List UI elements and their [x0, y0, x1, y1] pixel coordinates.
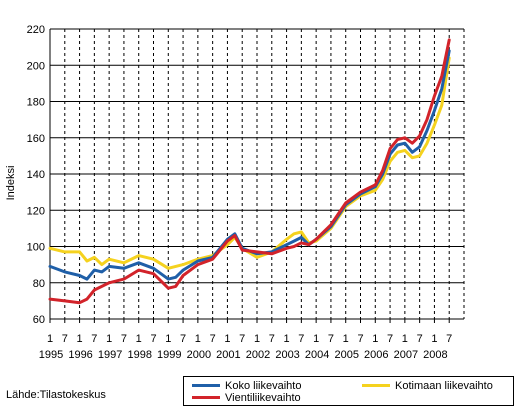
- y-tick-label: 60: [33, 314, 45, 326]
- x-month-label: 1: [136, 333, 142, 345]
- x-year-label: 2002: [246, 349, 270, 361]
- x-year-label: 2004: [305, 349, 329, 361]
- x-month-label: 1: [254, 333, 260, 345]
- legend-swatch-vienti: [192, 396, 220, 399]
- x-month-label: 7: [210, 333, 216, 345]
- x-year-label: 1995: [39, 349, 63, 361]
- legend-label-kotimaan: Kotimaan liikevaihto: [395, 380, 493, 392]
- y-tick-label: 140: [27, 169, 45, 181]
- x-month-label: 7: [446, 333, 452, 345]
- y-tick-label: 160: [27, 133, 45, 145]
- x-month-label: 7: [387, 333, 393, 345]
- x-year-label: 2007: [394, 349, 418, 361]
- series-line-kotimaan-liikevaihto: [48, 56, 451, 270]
- x-year-label: 1996: [68, 349, 92, 361]
- source-note: Lähde:Tilastokeskus: [6, 389, 106, 401]
- x-month-label: 7: [62, 333, 68, 345]
- y-tick-label: 100: [27, 242, 45, 254]
- x-year-label: 1997: [98, 349, 122, 361]
- x-month-label: 1: [402, 333, 408, 345]
- series-line-koko-liikevaihto: [48, 49, 451, 281]
- axes: [49, 29, 464, 323]
- x-month-label: 1: [47, 333, 53, 345]
- x-month-label: 1: [343, 333, 349, 345]
- x-month-label: 1: [431, 333, 437, 345]
- legend-label-vienti: Vientiliikevaihto: [225, 392, 301, 404]
- x-month-label: 1: [284, 333, 290, 345]
- series-lines: [48, 38, 451, 305]
- x-year-label: 2008: [423, 349, 447, 361]
- y-tick-label: 80: [33, 278, 45, 290]
- legend: Koko liikevaihto Kotimaan liikevaihto Vi…: [183, 376, 514, 406]
- x-year-label: 2003: [275, 349, 299, 361]
- x-month-label: 7: [357, 333, 363, 345]
- x-month-label: 1: [195, 333, 201, 345]
- x-month-label: 7: [269, 333, 275, 345]
- series-line-vientiliikevaihto: [48, 38, 451, 305]
- legend-swatch-koko: [192, 384, 220, 387]
- x-month-label: 1: [165, 333, 171, 345]
- x-year-label: 2005: [334, 349, 358, 361]
- x-month-label: 7: [121, 333, 127, 345]
- y-tick-label: 200: [27, 60, 45, 72]
- x-month-label: 1: [106, 333, 112, 345]
- x-month-label: 7: [328, 333, 334, 345]
- x-month-label: 7: [180, 333, 186, 345]
- x-year-label: 2006: [364, 349, 388, 361]
- x-month-label: 7: [298, 333, 304, 345]
- legend-label-koko: Koko liikevaihto: [225, 380, 302, 392]
- x-month-label: 7: [417, 333, 423, 345]
- legend-swatch-kotimaan: [362, 384, 390, 387]
- y-axis-label: Indeksi: [5, 166, 17, 201]
- gridlines: [50, 28, 465, 320]
- x-month-label: 1: [313, 333, 319, 345]
- x-month-label: 7: [239, 333, 245, 345]
- x-month-label: 7: [150, 333, 156, 345]
- y-tick-label: 180: [27, 97, 45, 109]
- x-month-label: 1: [224, 333, 230, 345]
- x-month-label: 7: [91, 333, 97, 345]
- x-year-label: 2000: [187, 349, 211, 361]
- x-month-label: 1: [77, 333, 83, 345]
- x-year-label: 1998: [127, 349, 151, 361]
- x-year-label: 2001: [216, 349, 240, 361]
- y-tick-label: 220: [27, 24, 45, 36]
- y-tick-label: 120: [27, 205, 45, 217]
- x-year-label: 1999: [157, 349, 181, 361]
- x-month-label: 1: [372, 333, 378, 345]
